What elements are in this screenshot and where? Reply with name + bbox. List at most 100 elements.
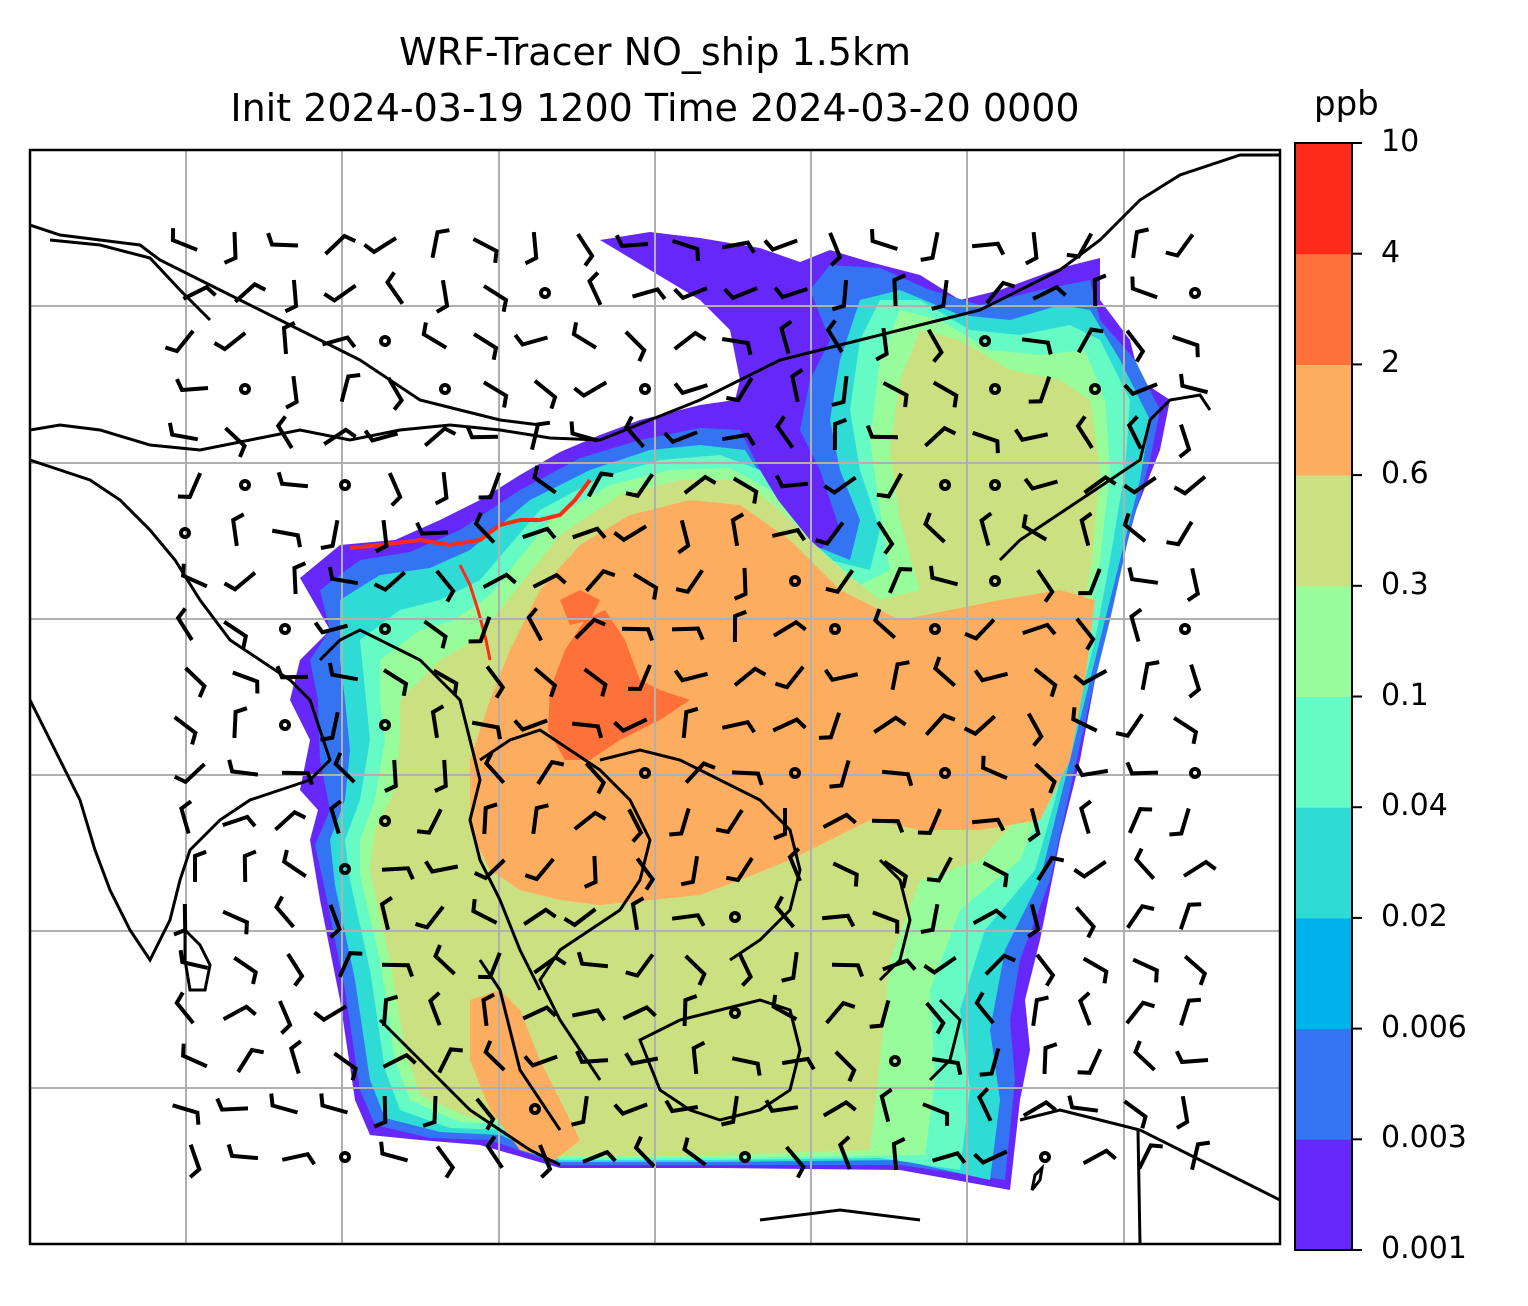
wind-barb [869,999,891,1029]
wind-barb [385,271,405,305]
wind-barb [627,808,644,843]
wind-barb [1169,807,1191,837]
wind-barb [328,904,342,939]
wind-barb [985,280,1016,305]
wind-barb [733,567,748,601]
wind-barb [823,668,859,683]
wind-barb [1026,712,1044,747]
wind-barb [435,569,456,603]
wind-barb [929,565,959,587]
calm-wind-marker [379,623,391,635]
wind-barb [1014,428,1049,442]
wind-barb [971,241,1006,256]
wind-barb [1115,713,1144,738]
colorbar-tick-label: 0.04 [1381,788,1448,824]
wind-barb [671,913,706,927]
wind-barb [414,905,445,930]
calm-wind-marker [729,911,741,923]
wind-barb [1082,1148,1117,1165]
wind-barb [573,810,607,831]
wind-barb [174,991,195,1025]
wind-barb [675,569,704,595]
wind-barb [772,619,807,638]
wind-barb [215,1097,249,1112]
wind-barb [923,955,957,975]
wind-barb [275,665,309,680]
wind-barb [485,1135,504,1169]
wind-barb [173,715,198,745]
wind-barb [320,519,340,550]
wind-barb [920,903,940,934]
concentration-field [290,232,1170,1190]
wind-barb [468,616,492,644]
wind-barb [328,799,343,835]
wind-barb [774,665,805,690]
wind-barb [271,528,302,548]
wind-barb [972,430,1000,454]
wind-barb [635,857,656,891]
wind-barb [663,430,698,445]
wind-barb [583,855,598,889]
wind-barb [571,721,604,739]
wind-barb [785,1145,806,1179]
wind-barb [465,425,499,440]
colorbar-tick-label: 0.001 [1381,1231,1467,1266]
wind-barb [373,570,407,592]
calm-wind-marker [279,719,291,731]
wind-barb [1078,799,1092,835]
wind-barb [683,474,717,495]
calm-wind-marker [789,767,801,779]
wind-barb [974,991,995,1025]
wind-barb [781,1056,816,1071]
wind-barb [281,849,307,878]
wind-barb [475,1097,496,1131]
wind-barb [533,666,558,698]
calm-wind-marker [739,1151,751,1163]
wind-barb [532,572,567,589]
colorbar-segment [1295,696,1352,808]
wind-barb [737,952,753,987]
wind-barb [175,378,209,393]
colorbar-segment [1295,917,1352,1030]
wind-barb [1074,905,1096,939]
wind-barb [890,660,910,691]
wind-barb [327,566,359,586]
calm-wind-marker [1179,623,1191,635]
wind-barb [222,1004,257,1021]
wind-barb [281,770,314,786]
wind-barb [472,237,499,264]
wind-barb [435,1145,456,1179]
wind-barb [677,519,691,555]
wind-barb [834,1050,857,1082]
colorbar-segment [1295,475,1352,587]
wind-barb [673,382,709,396]
wind-barb [1133,1040,1156,1072]
wind-barb [891,1136,906,1171]
wind-barb [720,1095,739,1127]
wind-barb [831,279,849,312]
wind-barb [333,1051,358,1081]
wind-barb [1182,859,1217,878]
wind-barb [424,860,459,874]
wind-barb [333,752,356,784]
wind-barb [381,994,399,1027]
wind-barb [931,279,949,311]
wind-barb [223,231,238,265]
wind-barb [227,759,259,777]
wind-barb [721,240,756,254]
wind-barb [538,1144,553,1179]
wind-barb [773,808,787,841]
wind-barb [274,809,307,832]
wind-barb [524,857,555,882]
calm-wind-marker [889,1055,901,1067]
wind-barb [483,1040,506,1072]
wind-barb [513,718,548,732]
colorbar-segment [1295,253,1352,365]
wind-barb [828,232,843,267]
colorbar-segment [1295,585,1352,697]
wind-barb [1035,953,1056,987]
colorbar-frame [1294,142,1353,1251]
wind-barb [984,953,1016,976]
wind-barb [669,807,691,837]
calm-wind-marker [1189,287,1201,299]
